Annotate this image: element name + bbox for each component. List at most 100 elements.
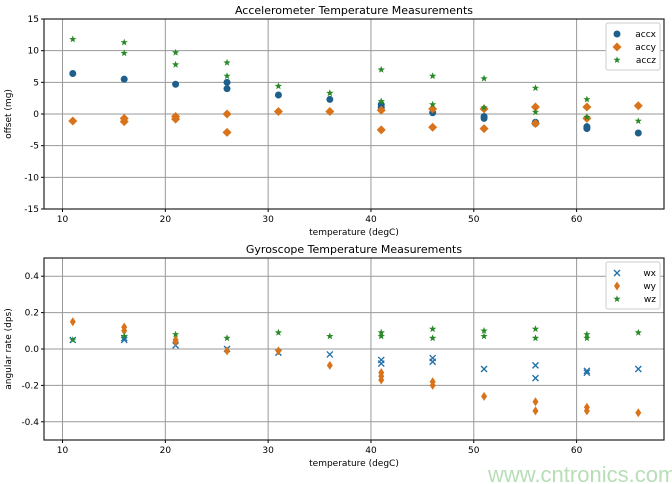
data-point-accx (69, 69, 77, 77)
subplot-2: 10 20 30 40 50 60 -0.4 -0.2 0.0 0.2 0.4 Gyroscope T… (4, 243, 665, 469)
data-point-accx (274, 91, 282, 99)
data-point-wz (480, 327, 488, 334)
data-point-accy (428, 122, 438, 132)
data-point-accz (223, 72, 231, 80)
y-tick-label: -0.2 (21, 381, 39, 391)
legend-label-wz: wz (644, 295, 656, 305)
data-point-accx (120, 75, 128, 83)
x-tick-label: 50 (468, 446, 480, 456)
legend-marker-wz (613, 295, 621, 303)
data-point-wz (120, 332, 128, 340)
data-point-accz (377, 97, 385, 105)
x-tick-label: 30 (262, 446, 274, 456)
data-point-wz (377, 328, 385, 336)
data-point-accx (223, 85, 231, 93)
axes-frame (43, 257, 665, 441)
y-axis-label: angular rate (dps) (4, 308, 14, 390)
y-tick-label: 0.4 (25, 272, 40, 282)
subplot-1: 10 20 30 40 50 60 -15 -10 -5 0 5 10 15 Accelerometer … (4, 4, 665, 238)
data-point-accy (582, 102, 592, 112)
data-point-wz (480, 332, 488, 340)
x-axis-label: temperature (degC) (309, 459, 399, 469)
data-point-accy (633, 101, 643, 111)
axes-frame (43, 18, 665, 210)
data-point-wz (531, 334, 540, 342)
legend-marker-wx (613, 269, 621, 277)
data-point-accx (172, 80, 180, 88)
data-point-accz (531, 84, 540, 92)
data-point-accz (377, 65, 385, 73)
data-point-accz (429, 72, 437, 80)
data-point-wx (480, 365, 488, 373)
data-point-accy (325, 106, 335, 116)
data-point-wx (583, 369, 591, 377)
data-point-accy (428, 104, 438, 114)
data-point-wy (69, 317, 76, 327)
data-point-accz (583, 95, 591, 103)
data-point-wy (172, 337, 179, 347)
legend: accx accy accz (605, 22, 661, 71)
data-point-wy (583, 406, 590, 416)
data-point-accz (172, 60, 180, 68)
legend-marker-accx (613, 30, 621, 38)
data-point-accy (171, 114, 181, 124)
x-tick-label: 60 (571, 215, 583, 225)
data-point-accx (480, 114, 488, 122)
data-point-wy (378, 375, 385, 385)
data-point-wy (635, 408, 642, 418)
data-point-accy (376, 105, 386, 115)
y-tick-label: -10 (24, 173, 39, 183)
data-point-wz (377, 332, 385, 340)
data-point-accz (429, 100, 437, 108)
legend-label-accz: accz (636, 56, 656, 66)
x-tick-label: 10 (57, 446, 69, 456)
chart-title: Accelerometer Temperature Measurements (235, 4, 473, 17)
data-point-wz (429, 325, 437, 333)
y-tick-label: 0.2 (25, 309, 39, 319)
legend-label-wy: wy (643, 282, 656, 292)
data-point-accy (376, 125, 386, 135)
x-tick-label: 20 (160, 446, 172, 456)
x-tick-label: 60 (571, 446, 583, 456)
data-point-accz (480, 74, 488, 82)
data-point-wz (531, 325, 540, 333)
data-point-accy (222, 109, 232, 119)
y-tick-label: 0 (33, 110, 39, 120)
data-point-accz (326, 89, 334, 97)
data-point-wz (583, 334, 591, 342)
x-tick-label: 20 (160, 215, 172, 225)
data-point-wz (172, 330, 180, 338)
data-point-wy (224, 346, 231, 356)
data-point-accz (583, 113, 591, 121)
data-point-accx (634, 129, 642, 137)
data-point-wy (481, 391, 488, 401)
series-wy (69, 317, 642, 418)
data-point-wx (120, 336, 128, 344)
data-point-accz (120, 38, 128, 46)
data-point-accy (222, 127, 232, 137)
x-axis-label: temperature (degC) (309, 228, 399, 238)
data-point-accz (531, 108, 540, 116)
y-tick-label: 5 (33, 78, 39, 88)
y-axis-label: offset (mg) (4, 89, 14, 139)
data-point-accy (273, 106, 283, 116)
data-point-wx (326, 351, 334, 358)
data-point-wz (223, 334, 231, 342)
data-point-accz (480, 103, 488, 111)
data-point-wx (532, 361, 539, 369)
y-tick-label: -5 (30, 142, 39, 152)
legend-marker-accy (612, 42, 622, 52)
y-tick-label: 15 (28, 15, 39, 25)
data-point-accz (634, 117, 642, 124)
data-point-accy (68, 116, 78, 126)
legend-label-wx: wx (643, 269, 656, 279)
x-tick-label: 40 (365, 446, 377, 456)
data-point-accy (119, 117, 129, 127)
legend-marker-wy (614, 281, 620, 291)
data-point-wy (532, 406, 539, 416)
data-point-accy (530, 102, 540, 112)
legend-label-accy: accy (635, 43, 656, 53)
data-point-accz (69, 35, 77, 43)
chart-title: Gyroscope Temperature Measurements (246, 243, 462, 256)
